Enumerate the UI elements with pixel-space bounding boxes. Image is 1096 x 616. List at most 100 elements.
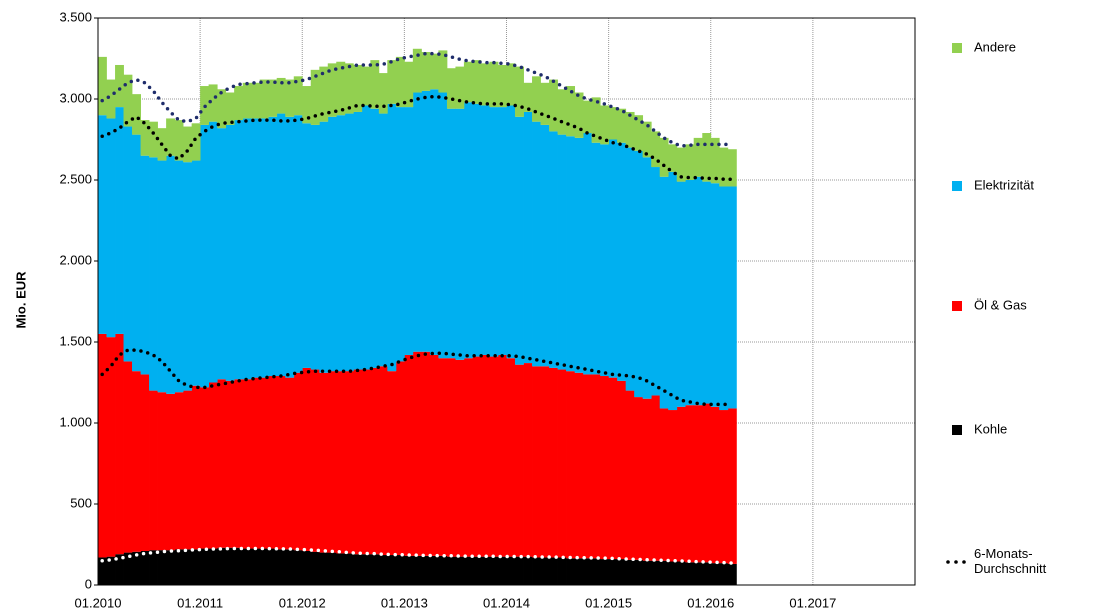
bar-segment: [183, 549, 193, 585]
bar-segment: [217, 128, 227, 380]
y-tick-label: 0: [85, 576, 92, 591]
bar-segment: [642, 121, 652, 158]
legend-swatch: [952, 425, 962, 435]
bar-segment: [157, 550, 167, 585]
bar-segment: [268, 79, 278, 117]
bar-segment: [463, 61, 473, 103]
bar-segment: [106, 79, 116, 119]
bar-segment: [200, 124, 210, 388]
legend-label: Öl & Gas: [974, 297, 1027, 312]
bar-segment: [157, 392, 167, 551]
bar-segment: [336, 115, 346, 372]
bar-segment: [174, 549, 184, 585]
legend-swatch: [952, 43, 962, 53]
bar-segment: [285, 377, 295, 550]
bar-segment: [302, 123, 312, 368]
bar-segment: [276, 77, 286, 114]
y-tick-label: 2.000: [59, 252, 92, 267]
bar-segment: [310, 551, 320, 585]
bar-segment: [685, 405, 695, 563]
bar-segment: [651, 131, 661, 168]
bar-segment: [344, 113, 354, 372]
bar-segment: [600, 376, 610, 560]
bar-segment: [276, 113, 286, 377]
bar-segment: [617, 108, 627, 143]
y-tick-label: 1.000: [59, 414, 92, 429]
bar-segment: [242, 379, 252, 549]
bar-segment: [617, 380, 627, 560]
bar-segment: [446, 108, 456, 359]
bar-segment: [514, 556, 524, 585]
bar-segment: [191, 160, 201, 386]
bar-segment: [302, 367, 312, 551]
bar-segment: [421, 555, 431, 585]
bar-segment: [472, 556, 482, 585]
bar-segment: [574, 137, 584, 373]
bar-segment: [123, 361, 133, 553]
bar-segment: [200, 387, 210, 549]
bar-segment: [446, 68, 456, 109]
bar-segment: [395, 107, 405, 362]
bar-segment: [387, 60, 397, 104]
bar-segment: [259, 118, 269, 378]
bar-segment: [557, 557, 567, 585]
bar-segment: [166, 118, 175, 156]
bar-segment: [549, 557, 558, 585]
bar-segment: [463, 556, 473, 585]
bar-segment: [234, 379, 244, 548]
bar-segment: [429, 89, 439, 355]
legend-dot: [962, 560, 966, 564]
bar-segment: [540, 82, 550, 125]
bar-segment: [327, 371, 337, 553]
bar-segment: [489, 556, 499, 585]
bar-segment: [668, 561, 678, 585]
bar-segment: [183, 126, 193, 163]
bar-segment: [625, 111, 635, 148]
bar-segment: [140, 550, 150, 585]
bar-segment: [693, 176, 703, 406]
bar-segment: [217, 547, 227, 585]
bar-segment: [651, 167, 661, 396]
bar-segment: [463, 358, 473, 557]
bar-segment: [574, 558, 584, 585]
bar-segment: [557, 89, 567, 135]
bar-segment: [132, 94, 141, 135]
series: [98, 89, 737, 411]
x-tick-label: 01.2010: [75, 595, 122, 610]
bar-segment: [378, 555, 388, 585]
bar-segment: [498, 556, 507, 585]
bar-segment: [617, 559, 627, 585]
bar-segment: [702, 181, 712, 404]
bar-segment: [498, 64, 507, 108]
bar-segment: [353, 64, 363, 112]
bar-segment: [668, 144, 678, 172]
average-line: [100, 546, 734, 565]
bar-segment: [293, 76, 303, 116]
bar-segment: [472, 60, 482, 104]
bar-segment: [98, 115, 107, 334]
bar-segment: [395, 361, 405, 556]
legend-dot: [954, 560, 958, 564]
bar-segment: [540, 366, 550, 558]
bar-segment: [404, 107, 414, 355]
bar-segment: [234, 86, 244, 121]
bar-segment: [693, 137, 703, 177]
bar-segment: [429, 354, 439, 556]
bar-segment: [719, 147, 729, 187]
bar-segment: [727, 408, 737, 564]
bar-segment: [106, 556, 116, 585]
bar-segment: [591, 558, 601, 585]
bar-segment: [268, 116, 278, 377]
bar-segment: [293, 372, 303, 551]
bar-segment: [489, 107, 499, 357]
bar-segment: [651, 395, 661, 561]
bar-segment: [600, 105, 610, 145]
bar-segment: [259, 377, 269, 549]
bar-segment: [208, 121, 218, 383]
bar-segment: [395, 56, 405, 108]
bar-segment: [149, 157, 158, 391]
legend-dot: [946, 560, 950, 564]
bar-segment: [617, 142, 627, 381]
bar-segment: [98, 557, 107, 585]
bar-segment: [642, 157, 652, 399]
